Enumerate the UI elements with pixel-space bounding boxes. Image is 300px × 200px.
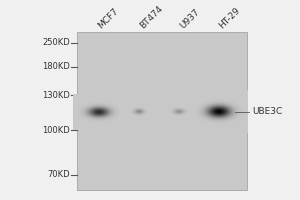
Text: 180KD: 180KD xyxy=(42,62,70,71)
Text: HT-29: HT-29 xyxy=(218,6,242,31)
Text: U937: U937 xyxy=(178,8,202,31)
Text: 130KD: 130KD xyxy=(42,91,70,100)
Text: 100KD: 100KD xyxy=(42,126,70,135)
Text: MCF7: MCF7 xyxy=(96,7,120,31)
Text: 70KD: 70KD xyxy=(47,170,70,179)
Text: 250KD: 250KD xyxy=(42,38,70,47)
Text: BT474: BT474 xyxy=(138,4,164,31)
Bar xyxy=(76,32,247,190)
Text: UBE3C: UBE3C xyxy=(252,107,282,116)
